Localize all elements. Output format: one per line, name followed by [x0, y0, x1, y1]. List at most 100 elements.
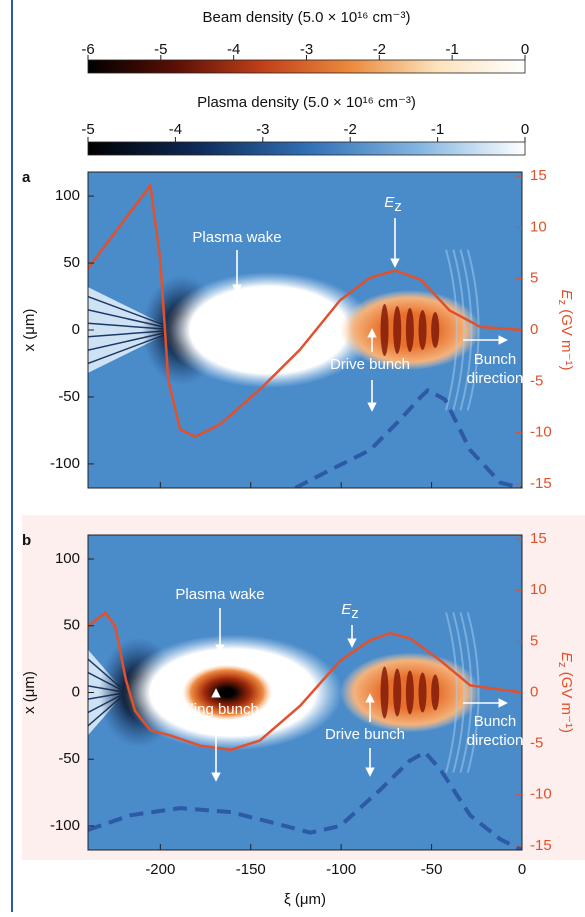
drive-stripe: [431, 312, 440, 348]
colorbar-tick-label: -2: [373, 41, 386, 58]
annotation: direction: [467, 370, 524, 387]
wake-arc: [452, 612, 466, 773]
y2-tick-label: 10: [530, 581, 547, 598]
y2-tick-label: -15: [530, 837, 552, 854]
colorbar-tick-label: -4: [169, 121, 182, 138]
y2-tick-label: 10: [530, 218, 547, 235]
drive-stripe: [431, 674, 440, 711]
trailing-bunch: [182, 664, 273, 721]
colorbar-tick-label: -3: [256, 121, 269, 138]
y2-tick-label: -15: [530, 475, 552, 492]
drive-stripe: [405, 670, 414, 715]
annotation: Ez: [341, 601, 359, 622]
wake-arc: [445, 612, 458, 773]
drive-stripe: [380, 304, 389, 356]
y2-axis-label: Ez (GV m⁻¹): [556, 652, 575, 733]
y2-label-part: (GV m⁻¹): [558, 305, 575, 370]
wake-arc: [459, 612, 473, 773]
y-tick-label: -100: [50, 455, 80, 472]
y2-tick-label: 15: [530, 530, 547, 547]
colorbar-tick-label: -1: [445, 41, 458, 58]
annotation: Trailing bunch: [165, 701, 259, 718]
y2-tick-label: -10: [530, 424, 552, 441]
beam-profile: [294, 388, 522, 488]
y-tick-label: 50: [63, 617, 80, 634]
y-tick-label: 0: [72, 683, 80, 700]
x-tick-label: -100: [326, 861, 356, 878]
y2-tick-label: 0: [530, 321, 538, 338]
y2-label-part: E: [558, 290, 575, 301]
colorbar: [87, 59, 526, 74]
x-axis-label: ξ (μm): [284, 891, 326, 908]
annotation-part: z: [351, 605, 359, 622]
y-tick-label: 0: [72, 321, 80, 338]
colorbar-tick-label: -2: [344, 121, 357, 138]
drive-stripe: [380, 666, 389, 719]
wake-arc: [466, 612, 480, 773]
y2-tick-label: 0: [530, 683, 538, 700]
y2-axis-label: Ez (GV m⁻¹): [556, 290, 575, 371]
colorbar-tick-label: -3: [300, 41, 313, 58]
y-tick-label: 100: [55, 550, 80, 567]
annotation: Bunch: [474, 351, 517, 368]
wake-arc: [452, 249, 466, 411]
drive-stripe: [393, 668, 402, 717]
ez-line: [88, 184, 522, 438]
annotation-part: E: [341, 601, 352, 618]
y-tick-label: -50: [58, 388, 80, 405]
drive-stripe: [393, 306, 402, 354]
colorbar-tick-label: -5: [81, 121, 94, 138]
colorbar-tick-label: -5: [154, 41, 167, 58]
beam-profile: [88, 750, 522, 850]
annotation: Drive bunch: [330, 356, 410, 373]
drive-stripe: [405, 308, 414, 352]
panel-label: a: [22, 169, 31, 186]
ez-line: [88, 611, 522, 752]
colorbar-tick-label: -4: [227, 41, 240, 58]
y2-tick-label: -10: [530, 786, 552, 803]
x-tick-label: -50: [421, 861, 443, 878]
y2-tick-label: 15: [530, 167, 547, 184]
y-tick-label: -100: [50, 817, 80, 834]
panel-label: b: [22, 532, 31, 549]
colorbar-tick-label: 0: [521, 121, 529, 138]
y-tick-label: -50: [58, 750, 80, 767]
y-tick-label: 100: [55, 187, 80, 204]
colorbar-title: Beam density (5.0 × 10¹⁶ cm⁻³): [203, 9, 411, 26]
x-tick-label: 0: [518, 861, 526, 878]
annotation: direction: [467, 732, 524, 749]
annotation: Bunch: [474, 713, 517, 730]
annotation: Drive bunch: [325, 726, 405, 743]
y-tick-label: 50: [63, 254, 80, 271]
colorbar-title: Plasma density (5.0 × 10¹⁶ cm⁻³): [197, 94, 416, 111]
colorbar: [87, 141, 526, 156]
x-tick-label: -150: [236, 861, 266, 878]
annotation: Plasma wake: [175, 586, 264, 603]
wake-arc: [445, 249, 458, 411]
annotation: Plasma wake: [192, 229, 281, 246]
plot-area: [88, 535, 522, 850]
y-axis-label: x (μm): [21, 309, 38, 352]
annotation-part: E: [384, 194, 395, 211]
drive-stripe: [418, 672, 427, 713]
plot-area: [88, 172, 522, 488]
colorbar-tick-label: -6: [81, 41, 94, 58]
annotation-part: z: [394, 198, 402, 215]
y2-tick-label: 5: [530, 632, 538, 649]
y2-label-part: (GV m⁻¹): [558, 668, 575, 733]
colorbar-tick-label: -1: [431, 121, 444, 138]
y2-label-part: z: [556, 300, 568, 306]
plasma-rays: [88, 287, 164, 373]
y2-tick-label: -5: [530, 372, 543, 389]
y2-tick-label: -5: [530, 735, 543, 752]
annotation: Ez: [384, 194, 402, 215]
colorbar-tick-label: 0: [521, 41, 529, 58]
y2-tick-label: 5: [530, 270, 538, 287]
y-axis-label: x (μm): [21, 671, 38, 714]
y2-label-part: z: [556, 662, 568, 668]
wake-arc: [459, 249, 473, 411]
x-tick-label: -200: [145, 861, 175, 878]
wake-arc: [466, 249, 480, 411]
y2-label-part: E: [558, 652, 575, 663]
